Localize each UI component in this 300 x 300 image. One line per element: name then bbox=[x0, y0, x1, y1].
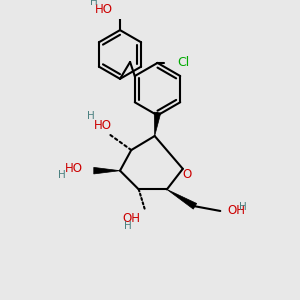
Text: HO: HO bbox=[94, 3, 112, 16]
Polygon shape bbox=[154, 112, 161, 136]
Polygon shape bbox=[167, 189, 197, 209]
Text: O: O bbox=[183, 168, 192, 181]
Text: H: H bbox=[124, 221, 131, 231]
Text: H: H bbox=[58, 170, 66, 180]
Polygon shape bbox=[94, 167, 120, 174]
Text: H: H bbox=[87, 111, 95, 121]
Text: HO: HO bbox=[64, 162, 82, 175]
Text: OH: OH bbox=[123, 212, 141, 225]
Text: OH: OH bbox=[228, 205, 246, 218]
Text: H: H bbox=[90, 0, 98, 7]
Text: Cl: Cl bbox=[177, 56, 189, 69]
Text: H: H bbox=[239, 202, 247, 212]
Text: HO: HO bbox=[94, 119, 112, 132]
